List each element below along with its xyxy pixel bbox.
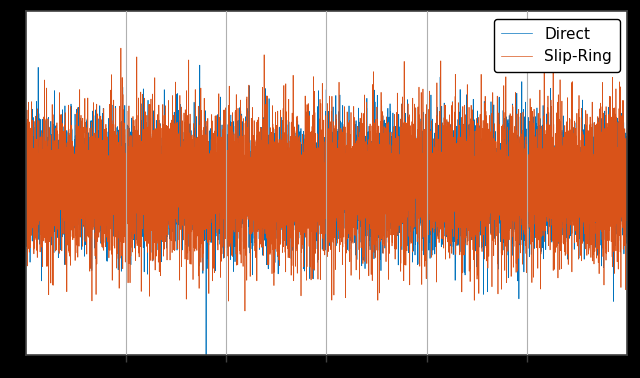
Direct bbox=[24, 203, 32, 207]
Direct bbox=[316, 206, 324, 210]
Direct bbox=[58, 194, 65, 199]
Direct bbox=[623, 162, 631, 166]
Slip-Ring bbox=[241, 309, 249, 313]
Slip-Ring bbox=[117, 46, 125, 50]
Slip-Ring bbox=[316, 222, 324, 226]
Slip-Ring bbox=[22, 120, 29, 124]
Slip-Ring bbox=[47, 186, 54, 191]
Line: Slip-Ring: Slip-Ring bbox=[26, 48, 627, 311]
Slip-Ring bbox=[58, 112, 65, 117]
Slip-Ring bbox=[591, 139, 599, 143]
Legend: Direct, Slip-Ring: Direct, Slip-Ring bbox=[493, 19, 620, 72]
Direct bbox=[22, 166, 29, 170]
Direct bbox=[591, 133, 599, 138]
Direct bbox=[140, 183, 147, 187]
Slip-Ring bbox=[623, 228, 631, 233]
Direct bbox=[47, 171, 54, 176]
Line: Direct: Direct bbox=[26, 65, 627, 378]
Slip-Ring bbox=[24, 246, 32, 251]
Slip-Ring bbox=[140, 147, 147, 152]
Direct bbox=[196, 63, 204, 67]
